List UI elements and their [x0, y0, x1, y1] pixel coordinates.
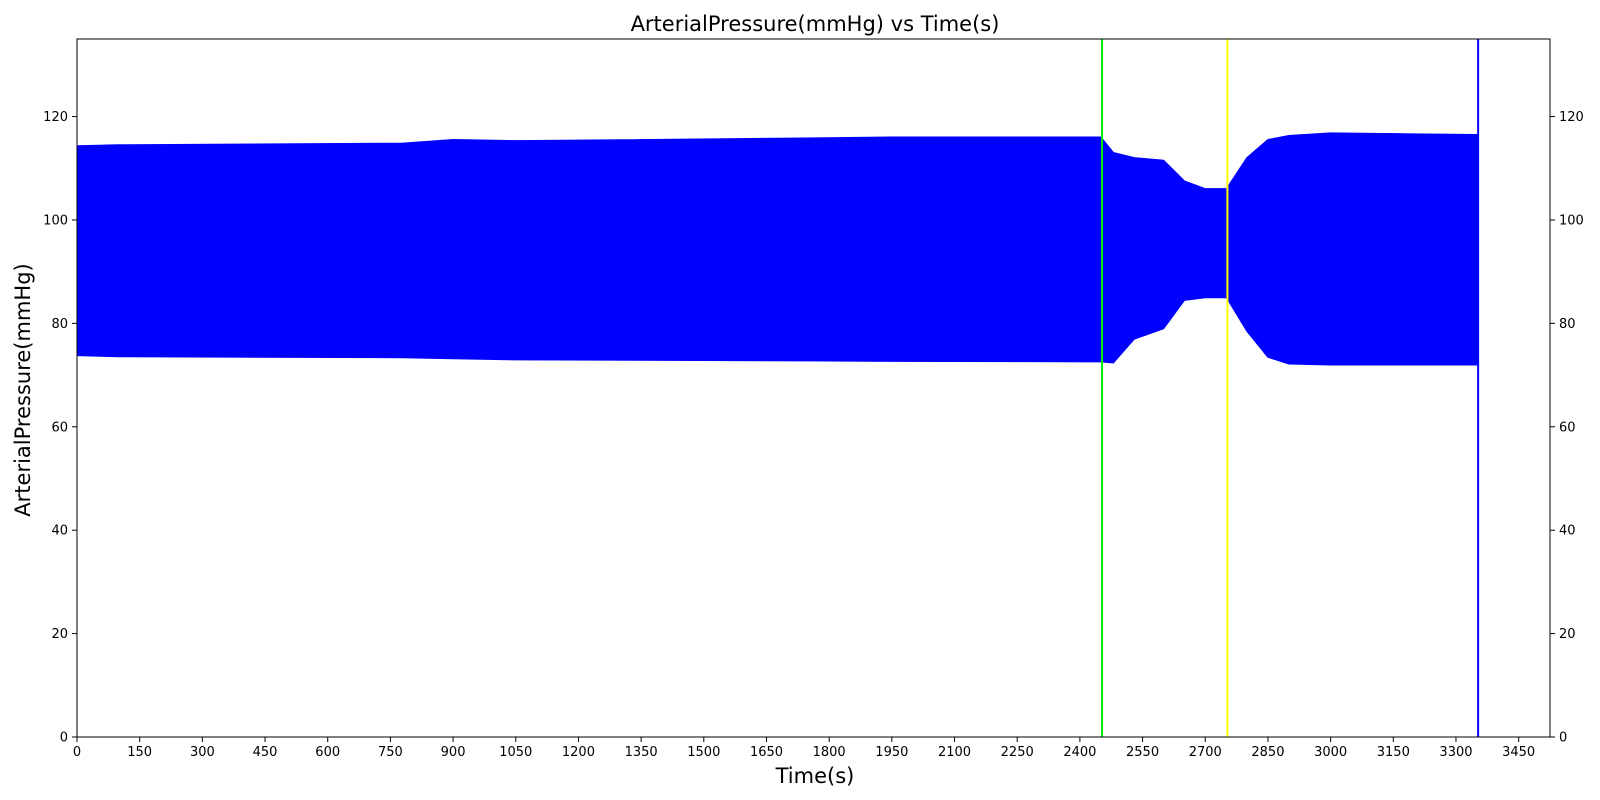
x-axis-label: Time(s) [775, 764, 855, 788]
series-0-band [77, 132, 1478, 366]
x-tick-label: 1950 [875, 745, 908, 760]
y-tick-label-left: 120 [43, 110, 68, 125]
y-tick-label-right: 40 [1559, 524, 1576, 539]
x-tick-label: 300 [190, 745, 215, 760]
x-tick-label: 750 [378, 745, 403, 760]
x-tick-label: 2100 [938, 745, 971, 760]
x-tick-label: 3300 [1439, 745, 1472, 760]
axes: 0 150 300 450 600 750 900 1050 1200 1350 1500 1650 1… [43, 38, 1584, 760]
y-tick-label-left: 100 [43, 213, 68, 228]
chart-title: ArterialPressure(mmHg) vs Time(s) [631, 12, 1000, 36]
x-tick-label: 3150 [1377, 745, 1410, 760]
x-tick-label: 900 [441, 745, 466, 760]
plot-area [77, 39, 1480, 737]
x-tick-label: 600 [315, 745, 340, 760]
x-tick-label: 1050 [499, 745, 532, 760]
y-tick-label-right: 60 [1559, 420, 1576, 435]
y-tick-label-right: 80 [1559, 317, 1576, 332]
x-tick-label: 2250 [1001, 745, 1034, 760]
x-tick-label: 1500 [687, 745, 720, 760]
y-tick-label-right: 100 [1559, 213, 1584, 228]
x-tick-label: 2850 [1251, 745, 1284, 760]
y-tick-label-right: 120 [1559, 110, 1584, 125]
y-tick-label-left: 60 [51, 420, 68, 435]
y-tick-label-left: 20 [51, 627, 68, 642]
plot-frame [76, 38, 1551, 738]
y-tick-label-right: 20 [1559, 627, 1576, 642]
x-tick-label: 0 [73, 745, 81, 760]
y-tick-label-right: 0 [1559, 731, 1567, 746]
x-tick-label: 3450 [1502, 745, 1535, 760]
x-tick-label: 1650 [750, 745, 783, 760]
y-axis-label: ArterialPressure(mmHg) [11, 263, 35, 516]
x-tick-label: 3000 [1314, 745, 1347, 760]
x-tick-label: 1200 [562, 745, 595, 760]
y-tick-label-left: 40 [51, 524, 68, 539]
y-tick-label-left: 80 [51, 317, 68, 332]
y-tick-label-left: 0 [60, 731, 68, 746]
x-tick-label: 1350 [625, 745, 658, 760]
x-tick-label: 150 [127, 745, 152, 760]
x-tick-label: 2550 [1126, 745, 1159, 760]
x-tick-label: 450 [253, 745, 278, 760]
x-tick-label: 1800 [813, 745, 846, 760]
x-tick-label: 2400 [1063, 745, 1096, 760]
x-tick-label: 2700 [1189, 745, 1222, 760]
